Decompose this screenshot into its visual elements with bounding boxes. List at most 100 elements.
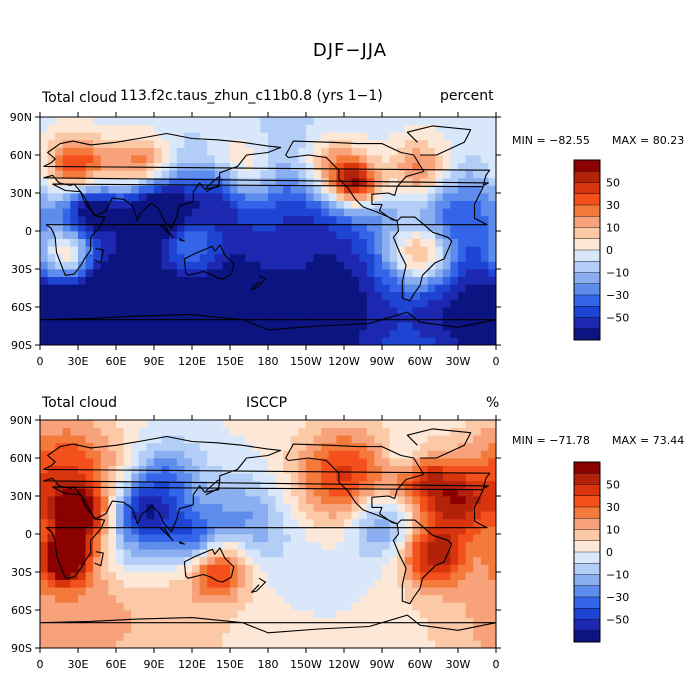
field-cell — [138, 480, 147, 489]
field-cell — [184, 299, 193, 308]
field-cell — [70, 139, 79, 148]
field-cell — [344, 139, 352, 148]
field-cell — [222, 208, 231, 217]
field-cell — [382, 640, 390, 649]
field-cell — [85, 579, 94, 588]
field-cell — [85, 307, 94, 315]
field-cell — [184, 231, 193, 239]
field-cell — [366, 579, 375, 588]
field-cell — [412, 215, 421, 224]
field-cell — [176, 579, 185, 588]
field-cell — [116, 488, 124, 497]
field-cell — [458, 329, 466, 338]
field-cell — [374, 337, 383, 346]
field-cell — [420, 253, 428, 262]
field-cell — [70, 322, 79, 331]
field-cell — [260, 610, 269, 618]
field-cell — [420, 284, 428, 293]
field-cell — [412, 442, 421, 451]
field-cell — [138, 185, 147, 194]
field-cell — [290, 261, 299, 270]
field-cell — [154, 307, 162, 315]
field-cell — [214, 488, 223, 497]
field-cell — [40, 640, 48, 649]
field-cell — [237, 541, 246, 550]
field-cell — [214, 617, 223, 626]
field-cell — [283, 587, 292, 596]
field-cell — [161, 291, 170, 300]
figure-title: DJF−JJA — [312, 40, 388, 61]
field-cell — [397, 155, 406, 163]
field-cell — [245, 541, 254, 550]
field-cell — [412, 556, 421, 565]
field-cell — [465, 526, 474, 535]
field-cell — [359, 564, 368, 573]
field-cell — [268, 442, 276, 451]
field-cell — [420, 223, 428, 232]
field-cell — [351, 208, 360, 217]
field-cell — [306, 337, 314, 346]
field-cell — [458, 564, 466, 573]
field-cell — [275, 322, 284, 331]
field-cell — [154, 503, 162, 512]
field-cell — [40, 231, 48, 239]
field-cell — [192, 579, 200, 588]
field-cell — [442, 458, 451, 466]
field-cell — [199, 572, 208, 580]
field-cell — [427, 299, 436, 308]
field-cell — [442, 541, 451, 550]
field-cell — [366, 314, 375, 323]
panel1-max: MAX = 80.23 — [612, 134, 685, 147]
field-cell — [47, 177, 56, 186]
field-cell — [207, 572, 216, 580]
field-cell — [283, 556, 292, 565]
field-cell — [108, 473, 117, 482]
field-cell — [313, 450, 322, 459]
field-cell — [116, 147, 124, 156]
field-cell — [146, 488, 155, 497]
field-cell — [192, 261, 200, 270]
colorbar-swatch — [573, 182, 601, 195]
field-cell — [55, 215, 64, 224]
field-cell — [161, 518, 170, 527]
field-cell — [298, 261, 307, 270]
field-cell — [176, 503, 185, 512]
field-cell — [55, 556, 64, 565]
field-cell — [442, 124, 451, 133]
field-cell — [123, 284, 132, 293]
field-cell — [351, 420, 360, 428]
field-cell — [389, 299, 398, 308]
field-cell — [245, 215, 254, 224]
field-cell — [374, 299, 383, 308]
x-tick-label: 90E — [144, 355, 165, 368]
field-cell — [458, 450, 466, 459]
field-cell — [450, 602, 459, 611]
field-cell — [116, 534, 124, 542]
field-cell — [176, 276, 185, 285]
field-cell — [192, 617, 200, 626]
field-cell — [313, 132, 322, 141]
field-cell — [184, 511, 193, 520]
field-cell — [230, 450, 238, 459]
field-cell — [306, 480, 314, 489]
field-cell — [184, 269, 193, 277]
field-cell — [222, 299, 231, 308]
field-cell — [328, 473, 337, 482]
field-cell — [100, 435, 109, 444]
field-cell — [283, 579, 292, 588]
field-cell — [412, 617, 421, 626]
field-cell — [488, 200, 497, 209]
field-cell — [207, 458, 216, 466]
panel1-title: Total cloud — [42, 90, 118, 106]
field-cell — [245, 594, 254, 603]
field-cell — [397, 427, 406, 436]
colorbar-label: −50 — [606, 312, 629, 325]
field-cell — [336, 610, 345, 618]
field-cell — [435, 594, 444, 603]
field-cell — [473, 185, 482, 194]
field-cell — [154, 261, 162, 270]
field-cell — [47, 632, 56, 641]
field-cell — [290, 503, 299, 512]
field-cell — [138, 610, 147, 618]
field-cell — [70, 450, 79, 459]
